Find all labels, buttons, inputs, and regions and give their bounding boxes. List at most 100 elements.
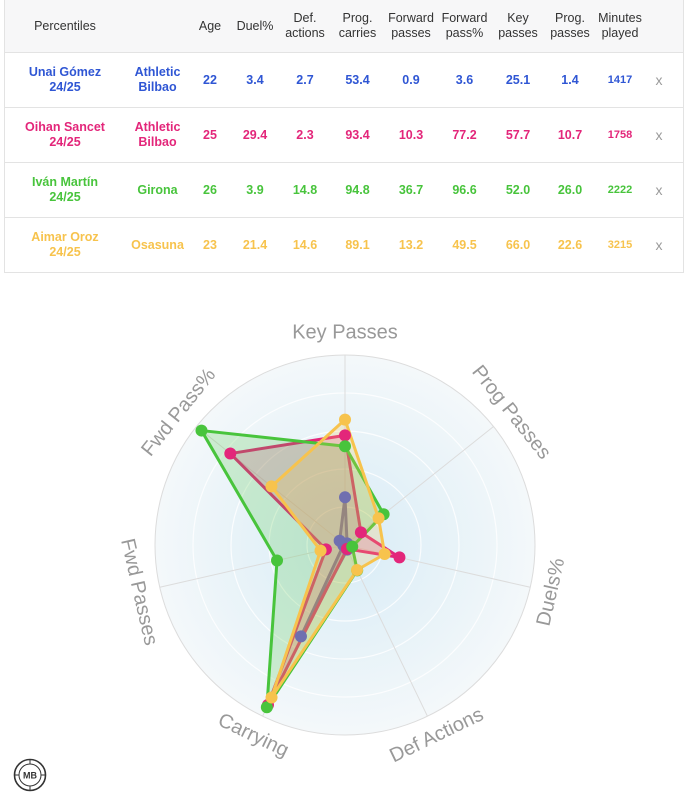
- player-team: Athletic Bilbao: [125, 65, 190, 95]
- radar-axis-line: [159, 544, 346, 588]
- cell-minutes: 2222: [607, 183, 633, 196]
- cell-minutes: 1417: [607, 73, 633, 86]
- cell-prog-carries: 93.4: [345, 127, 370, 142]
- cell-forward-pass-pct: 77.2: [452, 127, 477, 142]
- cell-forward-pass-pct: 49.5: [452, 237, 477, 252]
- logo-text: MB: [23, 771, 37, 781]
- radar-axis-label: Key Passes: [292, 321, 398, 343]
- cell-def-actions: 14.8: [292, 182, 318, 197]
- player-name[interactable]: Aimar Oroz 24/25: [5, 230, 125, 260]
- radar-series-area: [228, 433, 401, 707]
- table-row: Oihan Sancet 24/25 Athletic Bilbao 25 29.4…: [5, 108, 683, 163]
- cell-forward-passes: 10.3: [398, 127, 424, 142]
- cell-prog-carries: 94.8: [345, 182, 370, 197]
- cell-prog-passes: 10.7: [557, 127, 583, 142]
- header-forward-passes: Forward passes: [385, 11, 437, 41]
- cell-prog-carries: 53.4: [345, 72, 370, 87]
- radar-data-point: [224, 447, 237, 460]
- radar-data-point: [372, 512, 385, 525]
- player-season: 24/25: [49, 135, 81, 149]
- team-line1: Athletic: [134, 120, 181, 134]
- team-line2: Bilbao: [138, 80, 177, 94]
- radar-data-point: [195, 424, 208, 437]
- header-min-line1: Minutes: [598, 11, 642, 25]
- header-fwd-line1: Forward: [388, 11, 434, 25]
- radar-data-point: [393, 551, 406, 564]
- radar-data-point: [294, 630, 307, 643]
- cell-age: 26: [203, 182, 217, 197]
- radar-data-point: [314, 544, 327, 557]
- cell-key-passes: 57.7: [505, 127, 531, 142]
- percentiles-table: Percentiles Age Duel% Def. actions Prog. c…: [4, 0, 684, 273]
- header-minutes-played: Minutes played: [596, 11, 644, 41]
- header-key-line2: passes: [498, 26, 538, 40]
- cell-prog-passes: 26.0: [557, 182, 583, 197]
- radar-data-point: [378, 548, 391, 561]
- radar-data-point: [346, 540, 359, 553]
- radar-chart-area: Key Passes Prog Passes Duels% Def Actions Ca…: [0, 300, 691, 770]
- cell-minutes: 3215: [607, 238, 633, 251]
- table-row: Aimar Oroz 24/25 Osasuna 23 21.4 14.6 89.…: [5, 218, 683, 272]
- cell-duel: 3.9: [246, 182, 264, 197]
- cell-key-passes: 52.0: [505, 182, 531, 197]
- radar-data-point: [339, 491, 351, 504]
- player-name[interactable]: Unai Gómez 24/25: [5, 65, 125, 95]
- cell-age: 23: [203, 237, 217, 252]
- cell-def-actions: 2.7: [296, 72, 314, 87]
- header-def-line2: actions: [285, 26, 325, 40]
- header-def-actions: Def. actions: [280, 11, 330, 41]
- cell-def-actions: 14.6: [292, 237, 318, 252]
- cell-def-actions: 2.3: [296, 127, 314, 142]
- header-prog-line1: Prog.: [342, 11, 373, 25]
- player-name[interactable]: Oihan Sancet 24/25: [5, 120, 125, 150]
- radar-data-point: [339, 429, 351, 442]
- header-pp-line2: passes: [550, 26, 590, 40]
- team-line1: Osasuna: [131, 237, 184, 252]
- header-pp-line1: Prog.: [555, 11, 585, 25]
- table-row: Unai Gómez 24/25 Athletic Bilbao 22 3.4 2.…: [5, 53, 683, 108]
- player-name-text: Aimar Oroz: [31, 230, 99, 244]
- radar-data-point: [333, 534, 346, 547]
- remove-player-button[interactable]: x: [655, 71, 663, 88]
- radar-data-point: [260, 701, 273, 714]
- player-name-text: Iván Martín: [32, 175, 98, 189]
- cell-minutes: 1758: [607, 128, 633, 141]
- cell-prog-passes: 1.4: [561, 72, 579, 87]
- header-fwdp-line1: Forward: [441, 11, 488, 25]
- remove-player-button[interactable]: x: [655, 181, 663, 198]
- cell-forward-passes: 0.9: [402, 72, 420, 87]
- cell-duel: 29.4: [242, 127, 268, 142]
- player-name[interactable]: Iván Martín 24/25: [5, 175, 125, 205]
- header-prog-carries: Prog. carries: [330, 11, 385, 41]
- radar-data-point: [265, 480, 278, 493]
- team-line1: Girona: [137, 182, 178, 197]
- radar-data-point: [354, 526, 367, 539]
- header-prog-line2: carries: [338, 26, 377, 40]
- radar-data-point: [339, 413, 351, 426]
- header-forward-pass-pct: Forward pass%: [437, 11, 492, 41]
- player-season: 24/25: [49, 80, 81, 94]
- table-header: Percentiles Age Duel% Def. actions Prog. c…: [5, 0, 683, 53]
- cell-duel: 21.4: [242, 237, 268, 252]
- team-line2: Bilbao: [138, 135, 177, 149]
- radar-data-point: [271, 554, 284, 567]
- cell-forward-pass-pct: 3.6: [455, 72, 474, 87]
- player-team: Girona: [125, 183, 190, 198]
- remove-player-button[interactable]: x: [655, 236, 663, 253]
- header-min-line2: played: [601, 26, 639, 40]
- header-age: Age: [198, 18, 222, 33]
- cell-prog-carries: 89.1: [345, 237, 370, 252]
- radar-series-group: [195, 413, 406, 714]
- player-season: 24/25: [49, 245, 81, 259]
- team-line1: Athletic: [134, 65, 181, 79]
- cell-duel: 3.4: [246, 72, 264, 87]
- header-prog-passes: Prog. passes: [544, 11, 596, 41]
- radar-data-point: [351, 563, 364, 576]
- cell-age: 22: [203, 72, 217, 87]
- radar-axis-label: Duels%: [533, 556, 570, 628]
- header-key-passes: Key passes: [492, 11, 544, 41]
- radar-axis-line: [344, 544, 531, 588]
- header-def-line1: Def.: [293, 11, 317, 25]
- remove-player-button[interactable]: x: [655, 126, 663, 143]
